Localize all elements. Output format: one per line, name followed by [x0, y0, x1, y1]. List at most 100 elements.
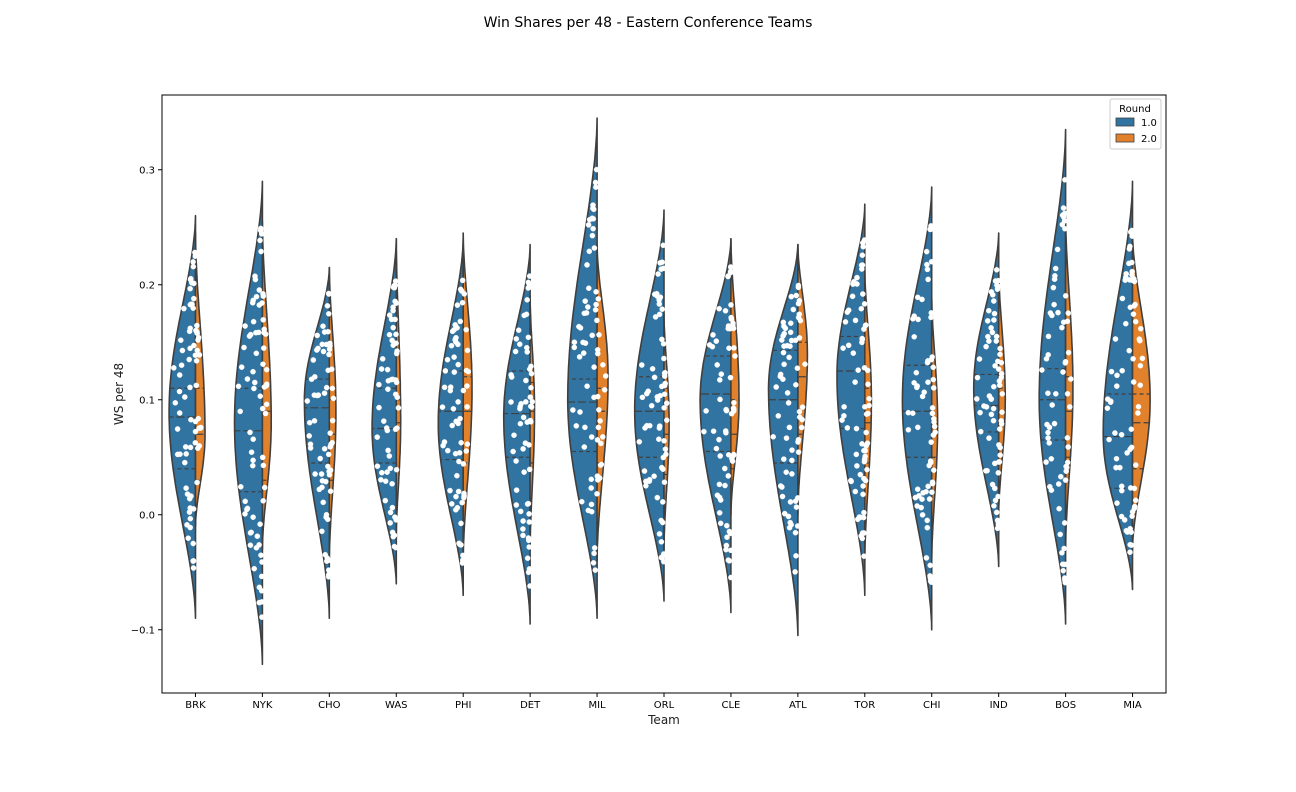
- swarm-point: [781, 361, 787, 368]
- swarm-point: [392, 316, 398, 323]
- swarm-point: [455, 399, 461, 405]
- swarm-point: [186, 509, 193, 515]
- swarm-point: [459, 499, 465, 506]
- swarm-point: [928, 258, 935, 265]
- swarm-point: [841, 404, 847, 410]
- swarm-point: [802, 361, 808, 367]
- swarm-point: [590, 205, 596, 212]
- swarm-point: [317, 455, 323, 462]
- swarm-point: [658, 539, 665, 545]
- swarm-point: [996, 382, 1003, 389]
- swarm-point: [643, 478, 649, 485]
- swarm-point: [511, 432, 517, 438]
- chart-title: Win Shares per 48 - Eastern Conference T…: [484, 15, 813, 31]
- swarm-point: [932, 429, 938, 436]
- swarm-point: [773, 384, 779, 390]
- swarm-point: [391, 282, 397, 289]
- swarm-point: [526, 566, 533, 572]
- swarm-point: [1131, 303, 1137, 309]
- swarm-point: [386, 453, 393, 459]
- swarm-point: [195, 334, 202, 341]
- swarm-point: [184, 491, 191, 497]
- swarm-point: [387, 465, 394, 472]
- swarm-point: [931, 416, 937, 422]
- swarm-point: [192, 428, 199, 435]
- swarm-point: [447, 384, 454, 390]
- swarm-point: [996, 459, 1002, 465]
- swarm-point: [460, 552, 466, 559]
- swarm-point: [385, 378, 392, 384]
- swarm-point: [1118, 513, 1125, 520]
- swarm-point: [393, 350, 400, 357]
- swarm-point: [192, 440, 199, 446]
- x-tick-label-BRK: BRK: [185, 700, 206, 711]
- swarm-point: [775, 413, 782, 419]
- swarm-point: [588, 485, 594, 491]
- swarm-point: [513, 336, 520, 342]
- swarm-point: [253, 350, 260, 357]
- swarm-point: [731, 406, 737, 412]
- swarm-point: [796, 414, 803, 420]
- swarm-point: [528, 370, 535, 377]
- swarm-point: [594, 437, 601, 443]
- swarm-point: [460, 387, 467, 394]
- swarm-point: [444, 356, 451, 363]
- swarm-point: [252, 379, 258, 386]
- swarm-point: [929, 479, 936, 485]
- swarm-point: [256, 599, 262, 606]
- swarm-point: [1104, 405, 1111, 411]
- swarm-point: [250, 297, 256, 304]
- swarm-point: [327, 488, 334, 494]
- swarm-point: [449, 422, 455, 429]
- swarm-point: [713, 338, 720, 344]
- swarm-point: [238, 484, 244, 490]
- swarm-point: [585, 222, 592, 228]
- swarm-point: [928, 459, 934, 466]
- swarm-point: [389, 529, 396, 536]
- swarm-point: [864, 466, 870, 473]
- swarm-point: [327, 467, 334, 473]
- swarm-point: [390, 324, 396, 331]
- swarm-point: [584, 383, 590, 389]
- swarm-point: [853, 451, 860, 458]
- swarm-point: [389, 337, 395, 344]
- swarm-point: [376, 381, 382, 388]
- swarm-point: [931, 467, 937, 473]
- swarm-point: [586, 248, 593, 255]
- swarm-point: [591, 364, 597, 370]
- swarm-point: [701, 428, 707, 435]
- swarm-point: [1067, 404, 1073, 410]
- swarm-point: [580, 339, 586, 346]
- swarm-point: [463, 448, 470, 454]
- x-tick-label-MIA: MIA: [1123, 700, 1142, 711]
- swarm-point: [517, 420, 524, 427]
- swarm-point: [456, 458, 462, 465]
- swarm-point: [927, 578, 934, 584]
- swarm-point: [314, 332, 320, 339]
- swarm-point: [520, 526, 526, 532]
- swarm-point: [713, 445, 720, 452]
- swarm-point: [781, 456, 787, 462]
- swarm-point: [781, 330, 787, 337]
- x-tick-label-MIL: MIL: [588, 700, 606, 711]
- swarm-point: [852, 379, 858, 385]
- swarm-point: [1131, 485, 1138, 492]
- swarm-point: [724, 534, 730, 540]
- swarm-point: [171, 365, 177, 371]
- swarm-point: [651, 473, 657, 479]
- swarm-point: [256, 584, 263, 591]
- swarm-point: [1054, 246, 1061, 253]
- swarm-point: [190, 263, 197, 270]
- swarm-point: [919, 393, 926, 400]
- swarm-point: [914, 503, 920, 509]
- swarm-point: [573, 423, 580, 429]
- swarm-point: [789, 471, 795, 477]
- swarm-point: [1062, 477, 1069, 483]
- swarm-point: [523, 377, 529, 384]
- violin-WAS-round-1.0: [371, 238, 398, 585]
- swarm-point: [727, 374, 734, 381]
- swarm-point: [176, 372, 183, 378]
- swarm-point: [730, 451, 737, 458]
- swarm-point: [597, 418, 603, 424]
- swarm-point: [263, 401, 270, 408]
